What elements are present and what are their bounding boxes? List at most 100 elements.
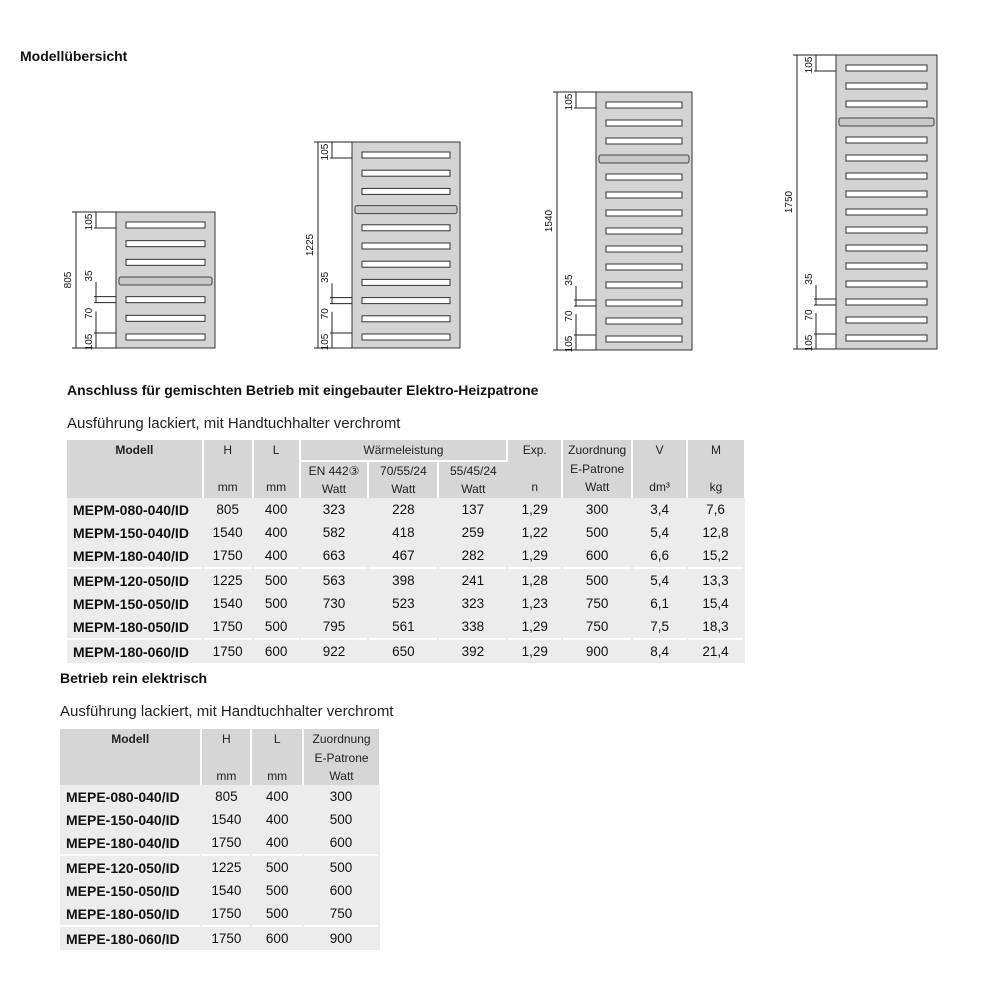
towel-bar xyxy=(361,297,451,305)
pitch-label: 70 xyxy=(564,310,575,322)
model-cell: MEPM-120-050/ID xyxy=(67,567,204,592)
table-row: MEPE-150-050/ID 1540 500 600 xyxy=(60,879,380,902)
value-cell: 730 xyxy=(299,592,370,615)
value-cell: 600 xyxy=(303,831,380,855)
electric-heading: Betrieb rein elektrisch xyxy=(60,670,208,686)
model-cell: MEPM-080-040/ID xyxy=(67,498,204,521)
value-cell: 400 xyxy=(252,544,301,568)
towel-bar xyxy=(605,335,683,343)
model-cell: MEPM-180-040/ID xyxy=(67,544,204,568)
towel-bar xyxy=(845,316,928,324)
value-cell: 1750 xyxy=(202,615,254,639)
towel-bar xyxy=(125,221,206,229)
bottom-spacing-label: 105 xyxy=(804,334,815,351)
towel-bar xyxy=(605,317,683,325)
heating-element-bar xyxy=(354,205,458,215)
value-cell: 1540 xyxy=(202,592,254,615)
value-cell: 600 xyxy=(303,879,380,902)
value-cell: 3,4 xyxy=(632,498,689,521)
col-modell: Modell xyxy=(60,729,203,785)
value-cell: 1540 xyxy=(201,879,253,902)
pitch-label: 70 xyxy=(320,308,331,320)
value-cell: 1,29 xyxy=(507,638,564,663)
heating-element-bar xyxy=(118,276,213,286)
bottom-spacing-label: 105 xyxy=(84,333,95,350)
value-cell: 805 xyxy=(202,498,254,521)
value-cell: 805 xyxy=(201,785,253,808)
towel-bar xyxy=(605,137,683,145)
table-row: MEPM-180-060/ID 1750 600 922 650 392 1,29 900 8,… xyxy=(67,638,745,663)
towel-bar xyxy=(845,208,928,216)
towel-bar xyxy=(605,263,683,271)
gap-label: 35 xyxy=(320,271,331,283)
table-row: MEPM-080-040/ID 805 400 323 228 137 1,29 300 3,4… xyxy=(67,498,745,521)
value-cell: 600 xyxy=(252,638,301,663)
table-row: MEPE-180-050/ID 1750 500 750 xyxy=(60,902,380,926)
model-cell: MEPM-180-060/ID xyxy=(67,638,204,663)
model-cell: MEPE-150-050/ID xyxy=(60,879,203,902)
top-spacing-label: 105 xyxy=(804,56,815,73)
table-row: MEPM-150-050/ID 1540 500 730 523 323 1,23 750 6,… xyxy=(67,592,745,615)
value-cell: 523 xyxy=(368,592,440,615)
table-row: MEPM-180-050/ID 1750 500 795 561 338 1,29 750 7,… xyxy=(67,615,745,639)
towel-bar xyxy=(845,154,928,162)
towel-bar xyxy=(361,315,451,323)
mixed-heading: Anschluss für gemischten Betrieb mit ein… xyxy=(67,382,539,398)
towel-bar xyxy=(361,224,451,232)
gap-label: 35 xyxy=(804,273,815,285)
value-cell: 282 xyxy=(438,544,509,568)
value-cell: 15,4 xyxy=(687,592,745,615)
col-70-55-24: 70/55/24 Watt xyxy=(368,461,440,498)
value-cell: 500 xyxy=(252,615,301,639)
model-diagrams: 805 105 35 70 105 1225 105 35 70 105 1540 105 35 70 10… xyxy=(63,54,938,352)
radiator-panel xyxy=(595,91,693,351)
top-spacing-label: 105 xyxy=(564,93,575,110)
col-modell: Modell xyxy=(67,440,204,498)
value-cell: 750 xyxy=(562,592,634,615)
total-height-label: 1540 xyxy=(544,209,555,232)
top-spacing-label: 105 xyxy=(84,213,95,230)
value-cell: 500 xyxy=(251,902,305,926)
towel-bar xyxy=(125,296,206,304)
value-cell: 1,29 xyxy=(507,498,564,521)
towel-bar xyxy=(605,209,683,217)
value-cell: 1750 xyxy=(201,831,253,855)
bottom-spacing-label: 105 xyxy=(320,333,331,350)
towel-bar xyxy=(605,191,683,199)
value-cell: 650 xyxy=(368,638,440,663)
towel-bar xyxy=(845,64,928,72)
gap-label: 35 xyxy=(84,270,95,282)
gap-label: 35 xyxy=(564,274,575,286)
value-cell: 500 xyxy=(251,879,305,902)
towel-bar xyxy=(605,119,683,127)
towel-bar xyxy=(125,258,206,266)
towel-bar xyxy=(125,314,206,322)
value-cell: 582 xyxy=(299,521,370,544)
top-spacing-label: 105 xyxy=(320,143,331,160)
value-cell: 5,4 xyxy=(632,521,689,544)
value-cell: 241 xyxy=(438,567,509,592)
model-cell: MEPM-150-050/ID xyxy=(67,592,204,615)
value-cell: 13,3 xyxy=(687,567,745,592)
value-cell: 228 xyxy=(368,498,440,521)
towel-bar xyxy=(361,333,451,341)
value-cell: 6,6 xyxy=(632,544,689,568)
value-cell: 1750 xyxy=(201,902,253,926)
towel-bar xyxy=(125,333,206,341)
value-cell: 1750 xyxy=(202,638,254,663)
value-cell: 18,3 xyxy=(687,615,745,639)
value-cell: 1,23 xyxy=(507,592,564,615)
value-cell: 1,22 xyxy=(507,521,564,544)
value-cell: 900 xyxy=(303,925,380,950)
value-cell: 500 xyxy=(252,592,301,615)
value-cell: 1540 xyxy=(202,521,254,544)
towel-bar xyxy=(605,245,683,253)
towel-bar xyxy=(361,169,451,177)
value-cell: 561 xyxy=(368,615,440,639)
table-row: MEPE-180-040/ID 1750 400 600 xyxy=(60,831,380,855)
